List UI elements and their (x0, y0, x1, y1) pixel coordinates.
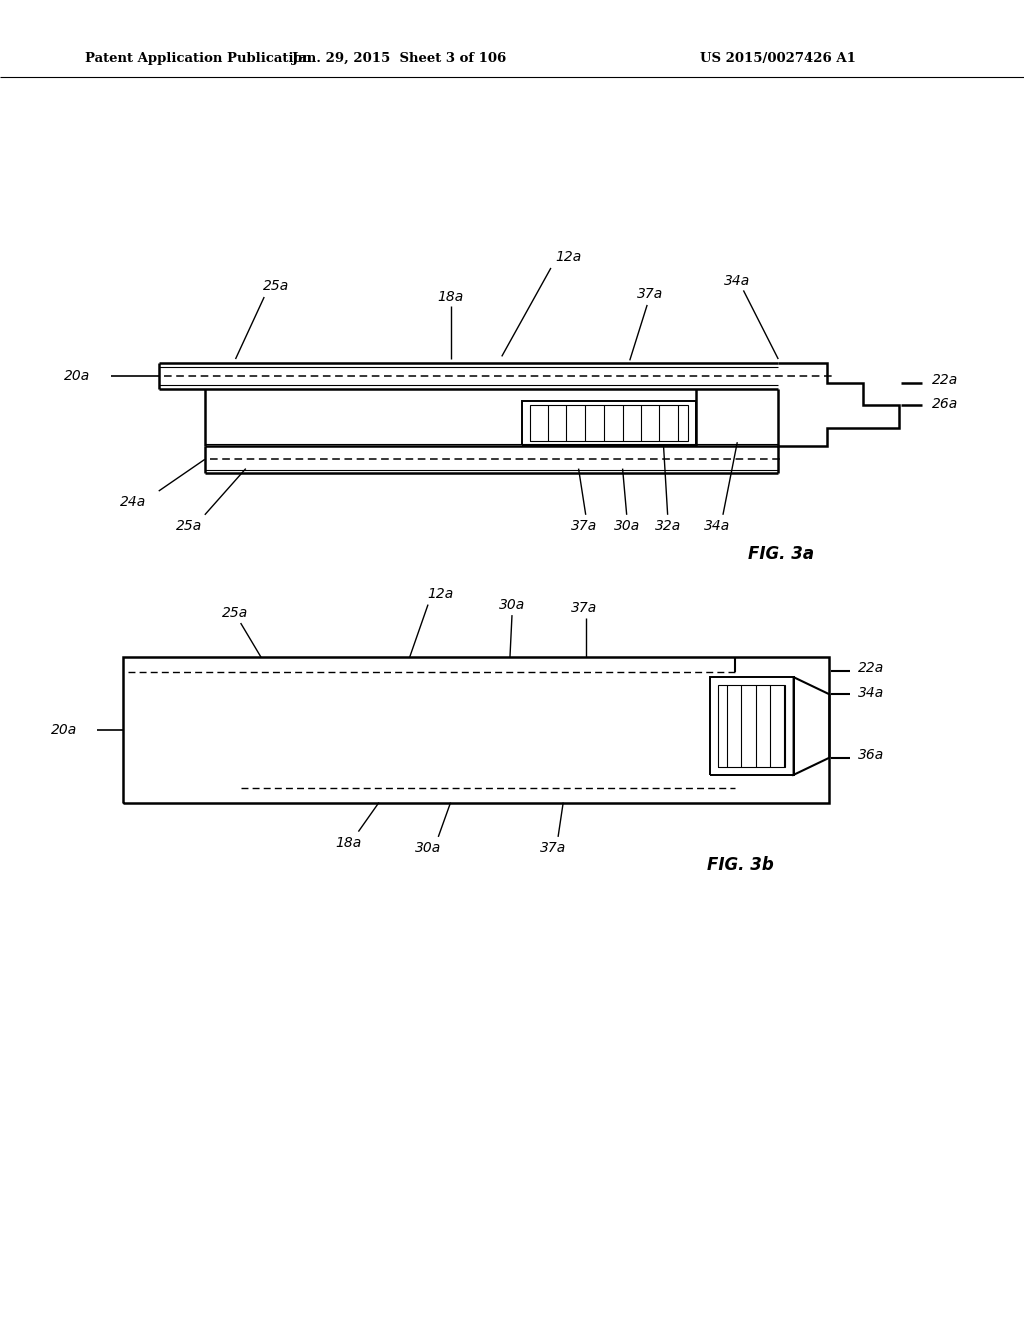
Text: US 2015/0027426 A1: US 2015/0027426 A1 (700, 51, 856, 65)
Text: 37a: 37a (570, 519, 597, 533)
Text: 24a: 24a (120, 495, 146, 510)
Text: 12a: 12a (427, 586, 454, 601)
Text: 30a: 30a (613, 519, 640, 533)
Text: 22a: 22a (932, 374, 958, 387)
Text: 18a: 18a (335, 836, 361, 850)
Text: 12a: 12a (555, 249, 582, 264)
Text: 22a: 22a (858, 661, 885, 675)
Text: 37a: 37a (540, 841, 566, 855)
Text: 34a: 34a (703, 519, 730, 533)
Text: 37a: 37a (570, 601, 597, 615)
Text: Patent Application Publication: Patent Application Publication (85, 51, 311, 65)
Text: 26a: 26a (932, 397, 958, 411)
Text: 37a: 37a (637, 286, 664, 301)
Text: 34a: 34a (724, 273, 751, 288)
Text: 25a: 25a (263, 279, 290, 293)
Text: 32a: 32a (654, 519, 681, 533)
Text: 18a: 18a (437, 289, 464, 304)
Text: 20a: 20a (63, 370, 90, 383)
Text: 25a: 25a (222, 606, 249, 620)
Text: FIG. 3b: FIG. 3b (707, 855, 773, 874)
Text: 20a: 20a (50, 723, 77, 737)
Text: 34a: 34a (858, 686, 885, 700)
Text: 30a: 30a (499, 598, 525, 612)
Text: FIG. 3a: FIG. 3a (748, 545, 814, 564)
Text: 30a: 30a (415, 841, 441, 855)
Text: 25a: 25a (176, 519, 203, 533)
Text: 36a: 36a (858, 748, 885, 762)
Text: Jan. 29, 2015  Sheet 3 of 106: Jan. 29, 2015 Sheet 3 of 106 (292, 51, 507, 65)
